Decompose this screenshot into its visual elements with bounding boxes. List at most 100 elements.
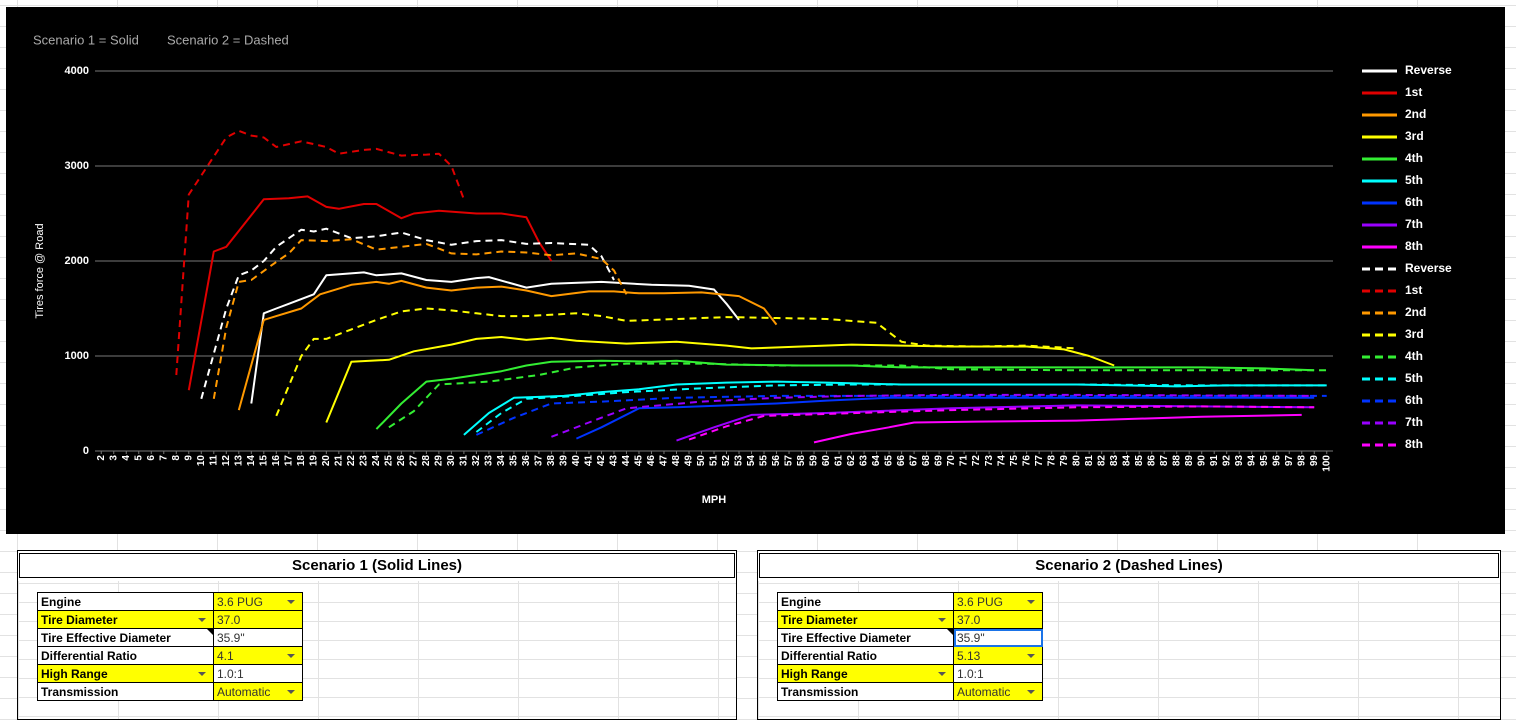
x-tick-label: 29 — [434, 455, 445, 467]
chart: Scenario 1 = Solid Scenario 2 = Dashed T… — [6, 7, 1505, 534]
legend-label: 5th — [1405, 371, 1423, 385]
x-tick-label: 35 — [509, 455, 520, 467]
param-value[interactable]: 1.0:1 — [213, 664, 303, 683]
legend-label: 4th — [1405, 151, 1423, 165]
x-tick-label: 20 — [321, 455, 332, 467]
legend-label: 2nd — [1405, 305, 1426, 319]
x-tick-label: 55 — [759, 455, 770, 467]
y-tick-label: 3000 — [65, 160, 89, 172]
x-tick-label: 7 — [158, 455, 169, 461]
x-tick-label: 81 — [1084, 455, 1095, 467]
series-line — [187, 195, 553, 391]
legend-label: Reverse — [1405, 63, 1452, 77]
x-tick-label: 93 — [1234, 455, 1245, 467]
param-label: Transmission — [37, 682, 214, 701]
x-tick-label: 8 — [171, 455, 182, 461]
legend-label: 2nd — [1405, 107, 1426, 121]
param-dropdown[interactable]: 3.6 PUG — [953, 592, 1043, 611]
x-tick-label: 49 — [684, 455, 695, 467]
x-tick-label: 48 — [671, 455, 682, 467]
x-tick-label: 71 — [959, 455, 970, 467]
x-tick-label: 19 — [308, 455, 319, 467]
x-tick-label: 82 — [1096, 455, 1107, 467]
x-tick-label: 85 — [1134, 455, 1145, 467]
series-line — [551, 393, 1315, 438]
x-tick-label: 64 — [871, 455, 882, 467]
x-tick-label: 42 — [596, 455, 607, 467]
param-label: Differential Ratio — [777, 646, 954, 665]
legend-label: 8th — [1405, 239, 1423, 253]
param-dropdown[interactable]: 4.1 — [213, 646, 303, 665]
x-tick-label: 11 — [208, 455, 219, 466]
param-dropdown[interactable]: Automatic — [953, 682, 1043, 701]
param-label[interactable]: High Range — [777, 664, 954, 683]
x-tick-label: 72 — [971, 455, 982, 467]
x-tick-label: 23 — [358, 455, 369, 467]
legend-label: 6th — [1405, 195, 1423, 209]
table-row: Tire Diameter 37.0 — [777, 610, 1043, 629]
x-tick-label: 31 — [459, 455, 470, 467]
x-tick-label: 28 — [421, 455, 432, 467]
scenario-panel: Scenario 1 (Solid Lines) Engine 3.6 PUG Ti… — [17, 550, 737, 720]
scenario-panel: Scenario 2 (Dashed Lines) Engine 3.6 PUG T… — [757, 550, 1501, 720]
x-tick-label: 90 — [1196, 455, 1207, 467]
x-tick-label: 98 — [1296, 455, 1307, 467]
x-tick-label: 68 — [921, 455, 932, 467]
x-tick-label: 67 — [909, 455, 920, 467]
x-tick-label: 47 — [659, 455, 670, 467]
table-row: Engine 3.6 PUG — [37, 592, 303, 611]
x-tick-label: 96 — [1271, 455, 1282, 467]
param-label[interactable]: High Range — [37, 664, 214, 683]
x-tick-label: 41 — [584, 455, 595, 467]
x-tick-label: 56 — [771, 455, 782, 467]
y-tick-label: 0 — [83, 445, 89, 457]
x-tick-label: 77 — [1034, 455, 1045, 467]
legend-label: 3rd — [1405, 327, 1424, 341]
legend-label: 7th — [1405, 217, 1423, 231]
table-row: Transmission Automatic — [37, 682, 303, 701]
x-tick-label: 46 — [646, 455, 657, 467]
x-tick-label: 76 — [1021, 455, 1032, 467]
param-value[interactable]: 37.0 — [213, 610, 303, 629]
x-tick-label: 94 — [1246, 455, 1257, 467]
legend-label: 7th — [1405, 415, 1423, 429]
legend-label: Reverse — [1405, 261, 1452, 275]
param-label[interactable]: Tire Diameter — [37, 610, 214, 629]
x-tick-label: 59 — [809, 455, 820, 467]
parameter-table: Engine 3.6 PUG Tire Diameter 37.0 Tire Effec… — [777, 592, 1043, 701]
x-tick-label: 14 — [246, 455, 257, 467]
x-tick-label: 36 — [521, 455, 532, 467]
x-tick-label: 27 — [409, 455, 420, 467]
x-tick-label: 63 — [859, 455, 870, 467]
param-dropdown[interactable]: Automatic — [213, 682, 303, 701]
x-tick-label: 52 — [721, 455, 732, 467]
y-tick-label: 1000 — [65, 350, 89, 362]
x-tick-label: 18 — [296, 455, 307, 467]
x-tick-label: 58 — [796, 455, 807, 467]
param-value[interactable]: 1.0:1 — [953, 664, 1043, 683]
param-value[interactable]: 37.0 — [953, 610, 1043, 629]
series-line — [575, 396, 1315, 440]
x-tick-label: 26 — [396, 455, 407, 467]
param-value[interactable]: 35.9" — [953, 628, 1043, 647]
x-tick-label: 22 — [346, 455, 357, 467]
param-label: Tire Effective Diameter — [37, 628, 214, 647]
x-tick-label: 84 — [1121, 455, 1132, 467]
series-line — [200, 227, 615, 400]
legend-label: 1st — [1405, 85, 1422, 99]
x-tick-label: 6 — [146, 455, 157, 461]
x-tick-label: 45 — [634, 455, 645, 467]
x-tick-label: 25 — [384, 455, 395, 467]
series-line — [250, 271, 740, 404]
x-tick-label: 40 — [571, 455, 582, 467]
x-tick-label: 24 — [371, 455, 382, 467]
param-value[interactable]: 35.9" — [213, 628, 303, 647]
x-tick-label: 53 — [734, 455, 745, 467]
legend-label: 1st — [1405, 283, 1422, 297]
param-dropdown[interactable]: 5.13 — [953, 646, 1043, 665]
param-dropdown[interactable]: 3.6 PUG — [213, 592, 303, 611]
y-axis-label: Tires force @ Road — [34, 223, 46, 318]
series-line — [237, 279, 778, 411]
param-label[interactable]: Tire Diameter — [777, 610, 954, 629]
x-axis-label: MPH — [702, 494, 727, 506]
